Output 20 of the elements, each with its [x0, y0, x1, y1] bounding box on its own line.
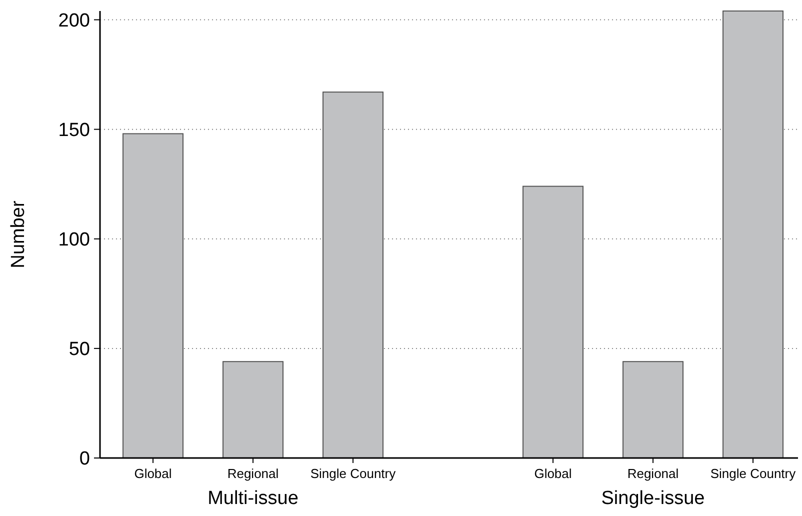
text: Multi-issue	[208, 488, 298, 509]
x-tick-label: Single Country	[710, 466, 796, 481]
y-tick-label: 0	[79, 448, 90, 470]
y-tick-label: 150	[58, 120, 90, 141]
bar	[522, 186, 584, 458]
x-tick-label: Regional	[627, 466, 679, 481]
bar	[222, 361, 284, 458]
y-tick-label: 200	[58, 10, 90, 32]
x-tick-label: Regional	[227, 466, 279, 481]
x-tick-label: Global	[134, 466, 172, 481]
bar	[322, 92, 384, 458]
y-tick-label: 100	[58, 230, 90, 251]
bar	[122, 133, 184, 458]
bar	[722, 10, 784, 458]
x-tick-label: Single Country	[310, 466, 396, 481]
x-tick-label: Global	[534, 466, 572, 481]
text: Single-issue	[601, 488, 705, 509]
y-axis-title: Number	[8, 200, 29, 268]
bar	[622, 361, 684, 458]
y-tick-label: 50	[68, 339, 90, 360]
